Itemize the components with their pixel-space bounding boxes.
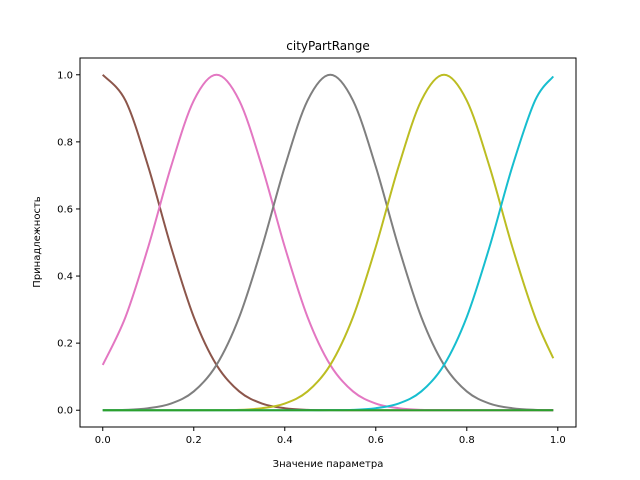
x-tick-label: 0.2: [186, 435, 202, 446]
chart-title: cityPartRange: [286, 39, 369, 53]
y-tick-label: 0.6: [57, 204, 73, 215]
x-tick-label: 0.4: [277, 435, 293, 446]
x-tick-label: 0.0: [95, 435, 111, 446]
x-tick-label: 0.8: [459, 435, 475, 446]
x-tick-label: 1.0: [550, 435, 566, 446]
x-tick-label: 0.6: [368, 435, 384, 446]
plot-frame: [79, 57, 577, 428]
y-tick-label: 1.0: [57, 70, 73, 81]
y-tick-label: 0.0: [57, 406, 73, 417]
series-layer: [101, 73, 555, 412]
x-axis-label: Значение параметра: [273, 459, 384, 470]
x-axis: 0.0 0.2 0.4 0.6 0.8 1.0: [95, 427, 566, 446]
y-tick-label: 0.8: [57, 137, 73, 148]
y-tick-label: 0.2: [57, 339, 73, 350]
y-axis: 0.0 0.2 0.4 0.6 0.8 1.0: [57, 70, 80, 417]
y-axis-label: Принадлежность: [32, 196, 43, 287]
y-tick-label: 0.4: [57, 272, 73, 283]
series-line-3: [102, 73, 554, 412]
